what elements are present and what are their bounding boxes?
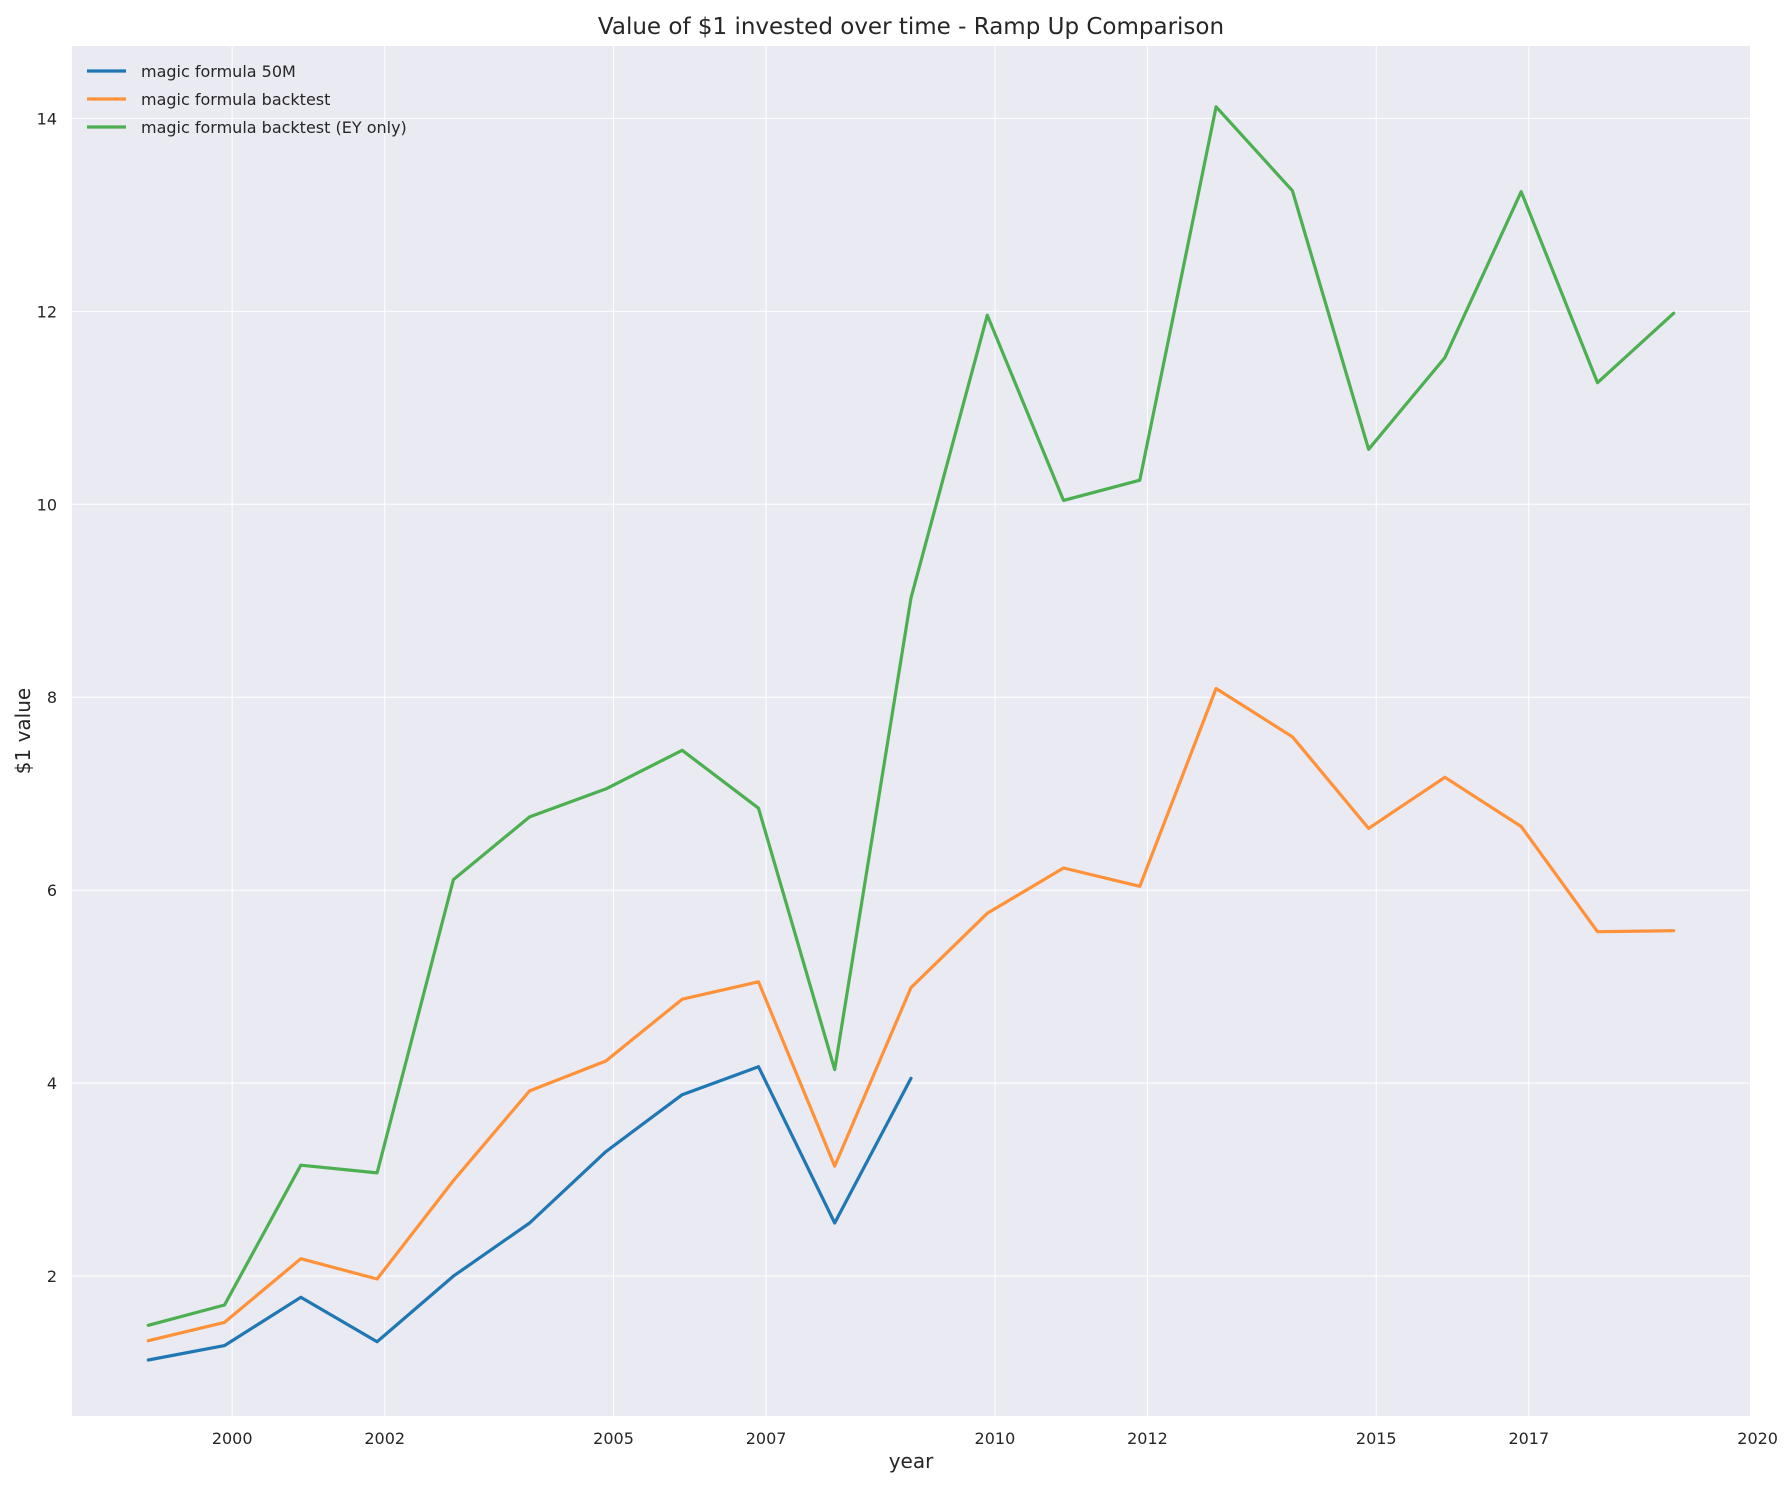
- x-tick-label: 2017: [1508, 1429, 1549, 1448]
- plot-background: [72, 46, 1750, 1416]
- gridlines: [72, 46, 1759, 1416]
- legend-label: magic formula 50M: [141, 62, 296, 81]
- x-axis-ticks: 2000 2002 2005 2007 2010 2012 2015 2017 2020: [212, 1429, 1778, 1448]
- y-tick-label: 8: [47, 688, 57, 707]
- y-axis-ticks: 2 4 6 8 10 12 14: [37, 109, 57, 1286]
- x-tick-label: 2002: [364, 1429, 405, 1448]
- x-tick-label: 2000: [212, 1429, 253, 1448]
- legend-label: magic formula backtest: [141, 90, 330, 109]
- x-tick-label: 2020: [1737, 1429, 1778, 1448]
- x-axis-label: year: [889, 1449, 934, 1473]
- x-tick-label: 2012: [1127, 1429, 1168, 1448]
- series-lines: [146, 105, 1676, 1362]
- y-tick-label: 10: [37, 495, 57, 514]
- x-tick-label: 2007: [746, 1429, 787, 1448]
- y-tick-label: 2: [47, 1267, 57, 1286]
- series-line: [146, 686, 1676, 1343]
- y-tick-label: 6: [47, 881, 57, 900]
- x-tick-label: 2010: [975, 1429, 1016, 1448]
- y-axis-label: $1 value: [11, 688, 35, 774]
- y-tick-label: 14: [37, 109, 57, 128]
- legend: magic formula 50M magic formula backtest m…: [87, 62, 407, 137]
- chart-title: Value of $1 invested over time - Ramp Up…: [598, 14, 1224, 40]
- y-tick-label: 12: [37, 302, 57, 321]
- x-tick-label: 2015: [1356, 1429, 1397, 1448]
- series-line: [146, 1065, 913, 1362]
- x-tick-label: 2005: [593, 1429, 634, 1448]
- series-line: [146, 105, 1676, 1327]
- y-tick-label: 4: [47, 1074, 57, 1093]
- legend-label: magic formula backtest (EY only): [141, 118, 407, 137]
